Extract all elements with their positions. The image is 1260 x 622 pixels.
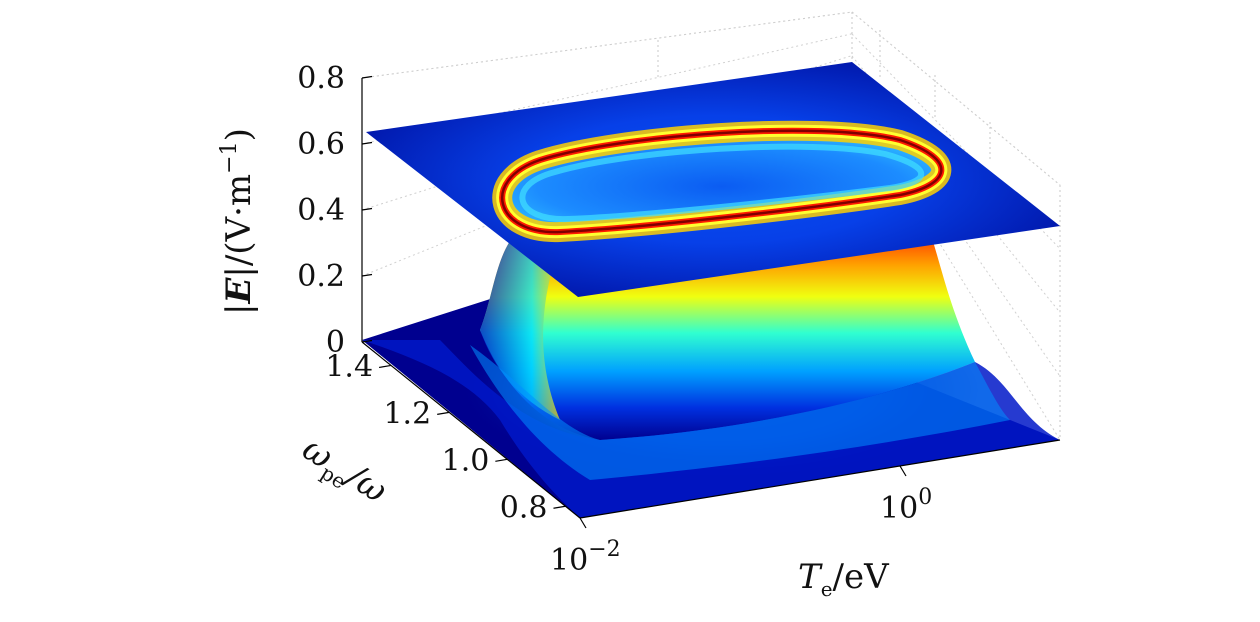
x-tick-label: 10−2 [550,537,621,578]
z-tick-label: 0.8 [297,61,345,96]
y-tick-mark [378,364,392,369]
z-tick-mark [361,141,373,145]
x-axis-label: Te/eV [798,557,890,601]
z-tick-label: 0.6 [297,127,345,162]
x-tick-mark [899,465,907,477]
surface-curtain-left-shade [480,238,560,420]
y-tick-mark [553,505,566,509]
y-tick-mark [437,411,450,415]
z-tick-mark [361,273,373,277]
z-gridline-right [851,11,1061,186]
x-tick-label: 100 [880,485,932,526]
contour-plane-inner [502,130,942,233]
z-tick-label: 0 [326,325,345,360]
x-tick-mark [579,517,587,529]
z-gridline [361,33,853,145]
z-tick-label: 0.4 [297,193,345,228]
z-tick-mark [361,339,373,343]
y-tick-label: 1.0 [442,443,490,478]
z-tick-mark [361,207,373,211]
z-axis-label: |E|/(V·m−1) [217,128,259,315]
z-axis: 0 0.2 0.4 0.6 0.8 [297,61,373,360]
y-tick-label: 1.4 [325,349,373,384]
y-axis: 0.8 1.0 1.2 1.4 [325,341,581,525]
z-gridline [361,11,853,79]
y-axis-label: ωpe/ω [293,429,394,515]
contour-ring-inner-cyan [519,143,924,223]
z-tick-mark [361,75,373,79]
x-axis: 10−2 100 [550,439,1061,578]
y-tick-label: 0.8 [500,490,548,525]
z-tick-label: 0.2 [297,259,345,294]
contour-ring-core [500,129,943,234]
y-tick-mark [495,458,508,462]
y-tick-label: 1.2 [383,396,431,431]
surface-front-highlight [470,345,1010,480]
